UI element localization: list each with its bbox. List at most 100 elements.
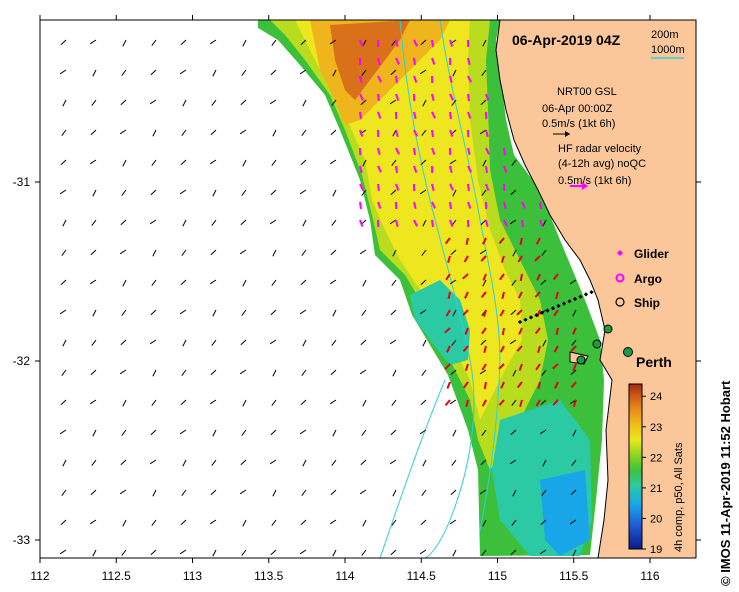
radar-current-vectors <box>359 39 577 408</box>
radar-arrow <box>447 255 451 264</box>
radar-arrow <box>413 57 416 66</box>
marker-legend: Glider Argo Ship <box>615 247 669 310</box>
current-arrow <box>482 159 487 167</box>
radar-arrow <box>377 75 382 83</box>
radar-arrow <box>516 309 523 316</box>
radar-arrow <box>481 399 487 407</box>
current-arrow <box>422 459 427 467</box>
radar-arrow <box>554 381 559 389</box>
current-arrow <box>210 249 217 256</box>
current-arrow <box>389 99 397 105</box>
current-arrow <box>209 159 217 165</box>
current-arrow <box>119 489 127 495</box>
sst-teal-patch <box>410 280 470 365</box>
current-arrow <box>332 69 337 77</box>
current-arrow <box>570 489 577 496</box>
current-arrow <box>152 129 157 137</box>
radar-arrow <box>465 237 469 246</box>
radar-arrow <box>481 363 487 371</box>
radar-arrow <box>377 183 380 192</box>
current-arrow <box>389 219 397 225</box>
current-arrow <box>360 99 367 106</box>
current-arrow <box>212 429 217 437</box>
current-arrow <box>181 489 187 496</box>
radar-arrow <box>395 93 400 101</box>
current-arrow <box>239 249 247 255</box>
current-arrow <box>211 339 217 346</box>
current-arrow <box>390 69 397 76</box>
radar-arrow <box>570 381 577 389</box>
radar-arrow <box>359 111 362 120</box>
current-arrow <box>209 279 217 285</box>
radar-arrow <box>467 75 472 83</box>
current-arrow <box>332 189 337 197</box>
current-arrow <box>452 309 457 317</box>
y-tick-label: -32 <box>13 354 31 368</box>
radar-arrow <box>444 327 451 334</box>
current-arrow <box>120 219 127 226</box>
glider-position <box>534 312 539 318</box>
current-arrow <box>152 369 157 377</box>
x-tick-label: 114.5 <box>407 569 436 583</box>
radar-arrow <box>516 381 523 389</box>
radar-arrow <box>534 255 541 262</box>
current-arrow <box>302 459 307 467</box>
current-arrow <box>241 549 247 556</box>
current-arrow <box>509 339 517 345</box>
current-arrow <box>482 519 487 527</box>
current-arrow <box>361 549 367 556</box>
current-arrow <box>571 459 577 466</box>
current-arrow <box>89 159 97 165</box>
current-arrow <box>451 459 457 466</box>
ship-marker <box>603 324 613 334</box>
current-arrow <box>331 459 337 466</box>
current-arrow <box>540 519 547 526</box>
radar-arrow <box>464 291 469 299</box>
current-arrow <box>390 189 397 196</box>
radar-arrow <box>431 201 436 209</box>
radar-arrow <box>462 273 469 280</box>
current-arrow <box>152 249 157 257</box>
radar-arrow <box>485 129 489 138</box>
radar-arrow <box>482 309 487 317</box>
current-arrow <box>360 339 367 346</box>
current-arrow <box>179 309 187 315</box>
current-arrow <box>60 279 67 286</box>
radar-arrow <box>552 363 559 370</box>
radar-arrow <box>395 219 399 228</box>
current-arrow <box>332 309 337 317</box>
radar-arrow <box>485 183 490 191</box>
radar-arrow <box>413 129 418 137</box>
radar-arrow <box>552 399 559 406</box>
glider-position <box>561 301 567 306</box>
x-tick-label: 115 <box>488 569 507 583</box>
current-arrow <box>122 39 127 47</box>
current-arrow <box>509 219 517 225</box>
current-arrow <box>182 99 187 107</box>
current-arrow <box>571 339 577 346</box>
current-arrow <box>331 339 337 346</box>
radar-arrow <box>431 111 436 119</box>
colorbar-tick-label: 20 <box>650 513 662 525</box>
current-arrow <box>181 249 187 256</box>
radar-arrow <box>503 219 508 227</box>
current-arrow <box>301 249 307 256</box>
current-arrow <box>329 39 337 45</box>
radar-arrow <box>519 237 523 246</box>
current-arrow <box>240 339 247 346</box>
current-arrow <box>239 129 247 135</box>
current-arrow <box>421 369 427 376</box>
current-arrow <box>390 429 397 436</box>
radar-arrow <box>431 39 434 48</box>
current-arrow <box>241 429 247 436</box>
current-arrow <box>301 369 307 376</box>
current-arrow <box>421 249 427 256</box>
ship-positions <box>576 324 613 365</box>
radar-arrow <box>517 291 523 299</box>
current-arrow <box>540 399 547 406</box>
current-arrow <box>480 339 487 346</box>
current-arrow <box>92 429 97 437</box>
radar-arrow <box>413 201 417 210</box>
glider-position <box>556 303 561 309</box>
contour-deep <box>379 379 446 559</box>
